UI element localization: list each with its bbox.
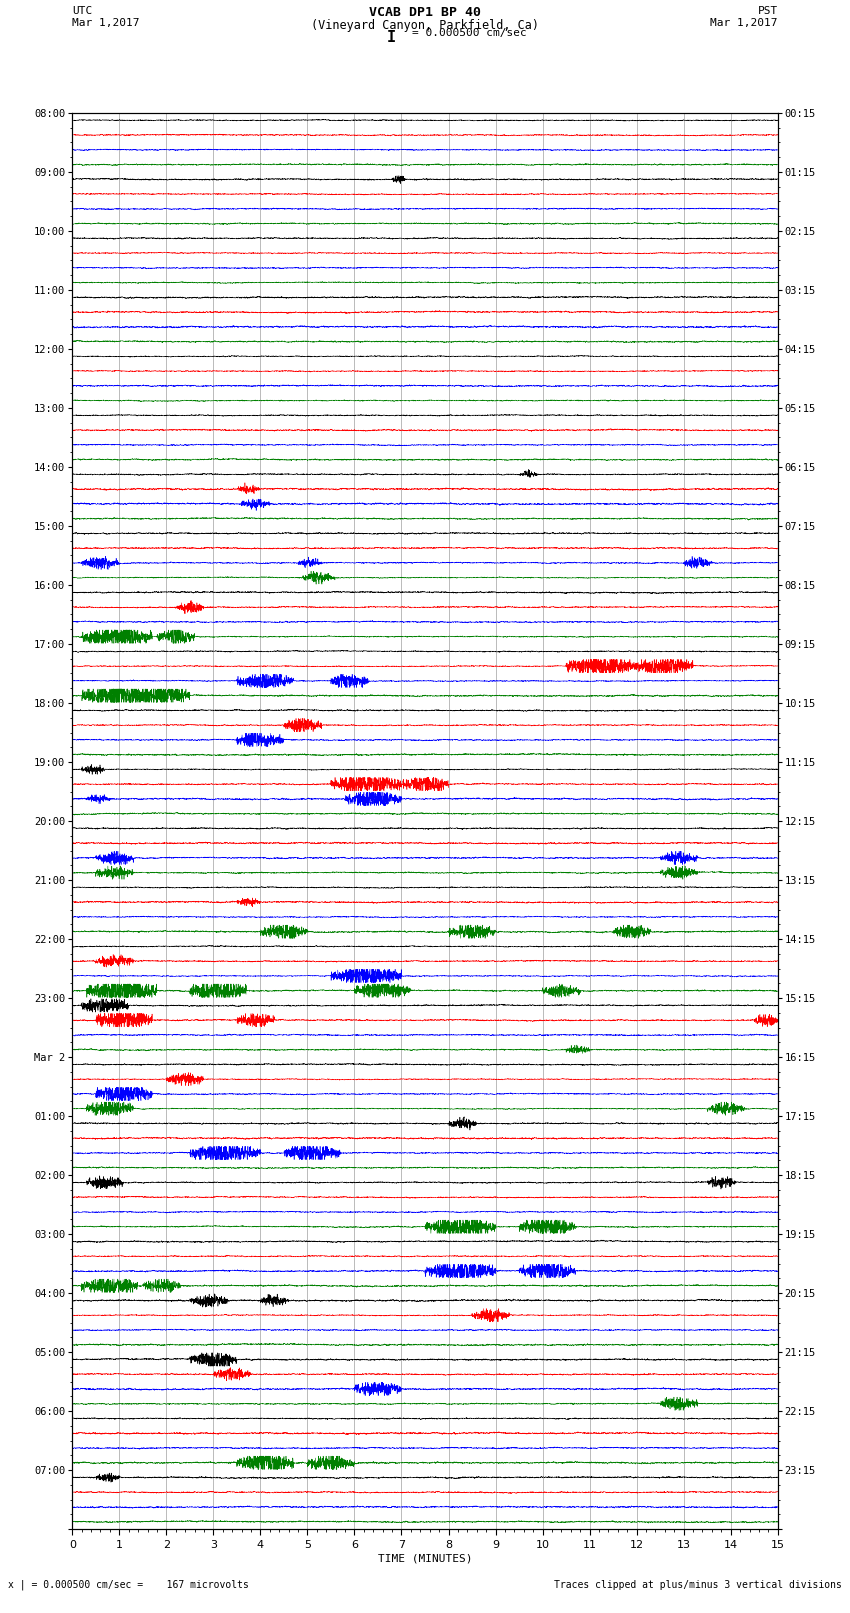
Text: Mar 1,2017: Mar 1,2017	[711, 18, 778, 27]
Text: PST: PST	[757, 5, 778, 16]
Text: = 0.000500 cm/sec: = 0.000500 cm/sec	[412, 29, 527, 39]
Text: Traces clipped at plus/minus 3 vertical divisions: Traces clipped at plus/minus 3 vertical …	[553, 1581, 842, 1590]
Text: I: I	[387, 31, 395, 45]
Text: UTC: UTC	[72, 5, 93, 16]
Text: x | = 0.000500 cm/sec =    167 microvolts: x | = 0.000500 cm/sec = 167 microvolts	[8, 1579, 249, 1590]
Text: VCAB DP1 BP 40: VCAB DP1 BP 40	[369, 5, 481, 19]
X-axis label: TIME (MINUTES): TIME (MINUTES)	[377, 1553, 473, 1563]
Text: (Vineyard Canyon, Parkfield, Ca): (Vineyard Canyon, Parkfield, Ca)	[311, 18, 539, 32]
Text: Mar 1,2017: Mar 1,2017	[72, 18, 139, 27]
